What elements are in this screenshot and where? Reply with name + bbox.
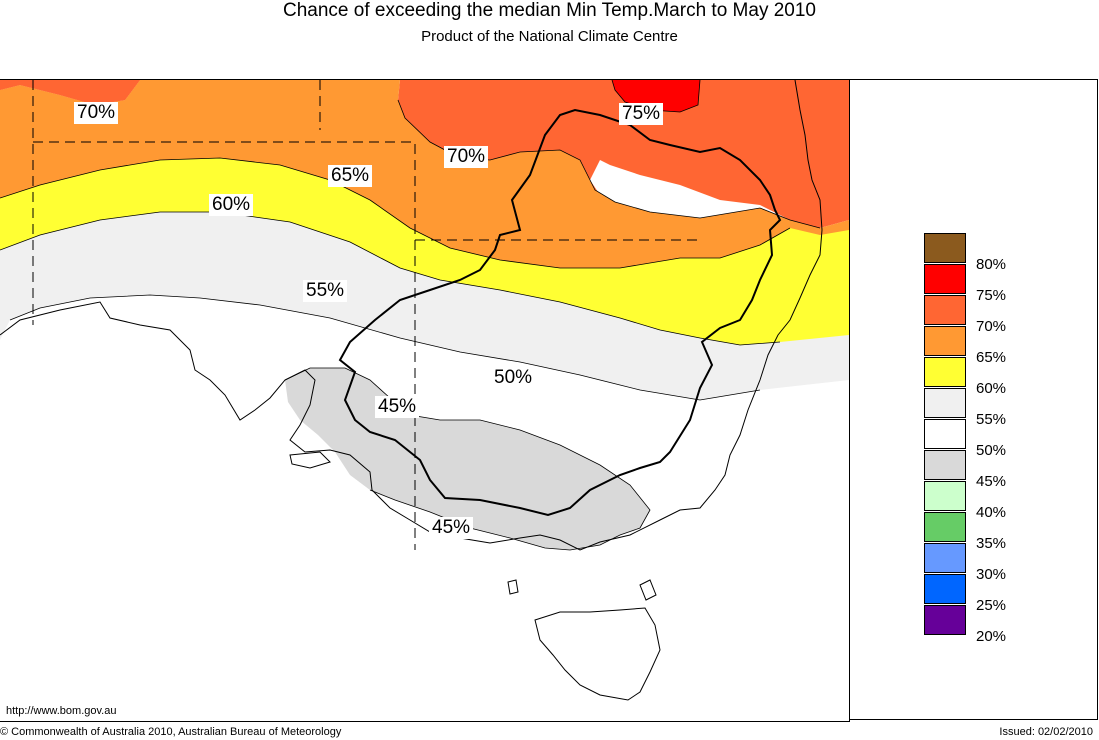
king-island [507,579,519,595]
legend-label: 55% [976,411,1007,428]
contour-label-45-vic: 45% [375,396,420,418]
legend-swatch [924,295,966,325]
legend-swatch [924,233,966,263]
tasmania [534,607,661,701]
contour-label-70-mid: 70% [444,146,489,168]
contour-label-65: 65% [328,165,373,187]
coastline [0,80,823,551]
legend-swatch [924,574,966,604]
contour-label-70-nw: 70% [74,102,119,124]
zone-70-nw [0,80,140,105]
legend-panel: 80% 75% 70% 65% 60% 55% 50% 45% 40% 35% 30% 25% 20% [850,79,1098,720]
legend-swatch [924,326,966,356]
legend-label: 75% [976,287,1007,304]
legend-label: 20% [976,628,1007,645]
map-title: Chance of exceeding the median Min Temp.… [282,0,816,21]
source-url: http://www.bom.gov.au [6,705,117,717]
legend-label: 25% [976,597,1007,614]
contour-label-50: 50% [491,367,536,389]
legend-label: 60% [976,380,1007,397]
contour-label-45-south: 45% [429,517,474,539]
map-area: 70% 75% 70% 65% 60% 55% 50% 45% 45% [0,79,850,722]
nsw-qld-border [338,108,782,517]
legend-label: 45% [976,473,1007,490]
legend-swatch [924,357,966,387]
contour-label-55: 55% [303,280,348,302]
flinders-island [639,579,657,601]
legend-swatch [924,388,966,418]
legend-label: 40% [976,504,1007,521]
probability-map [0,80,849,721]
legend-label: 80% [976,256,1007,273]
contour-label-60: 60% [209,194,254,216]
legend-label: 50% [976,442,1007,459]
kangaroo-island [289,451,331,469]
legend-label: 35% [976,535,1007,552]
legend-swatch [924,543,966,573]
legend-swatch [924,450,966,480]
legend-swatch [924,481,966,511]
map-subtitle: Product of the National Climate Centre [421,28,678,45]
issued-date: Issued: 02/02/2010 [999,726,1093,738]
legend-label: 30% [976,566,1007,583]
state-boundaries [32,80,700,550]
contour-label-75: 75% [619,103,664,125]
legend-label: 65% [976,349,1007,366]
legend-swatch [924,512,966,542]
legend-swatch [924,264,966,294]
copyright-notice: © Commonwealth of Australia 2010, Austra… [0,726,342,738]
legend-swatch [924,605,966,635]
legend-label: 70% [976,318,1007,335]
legend-swatch [924,419,966,449]
